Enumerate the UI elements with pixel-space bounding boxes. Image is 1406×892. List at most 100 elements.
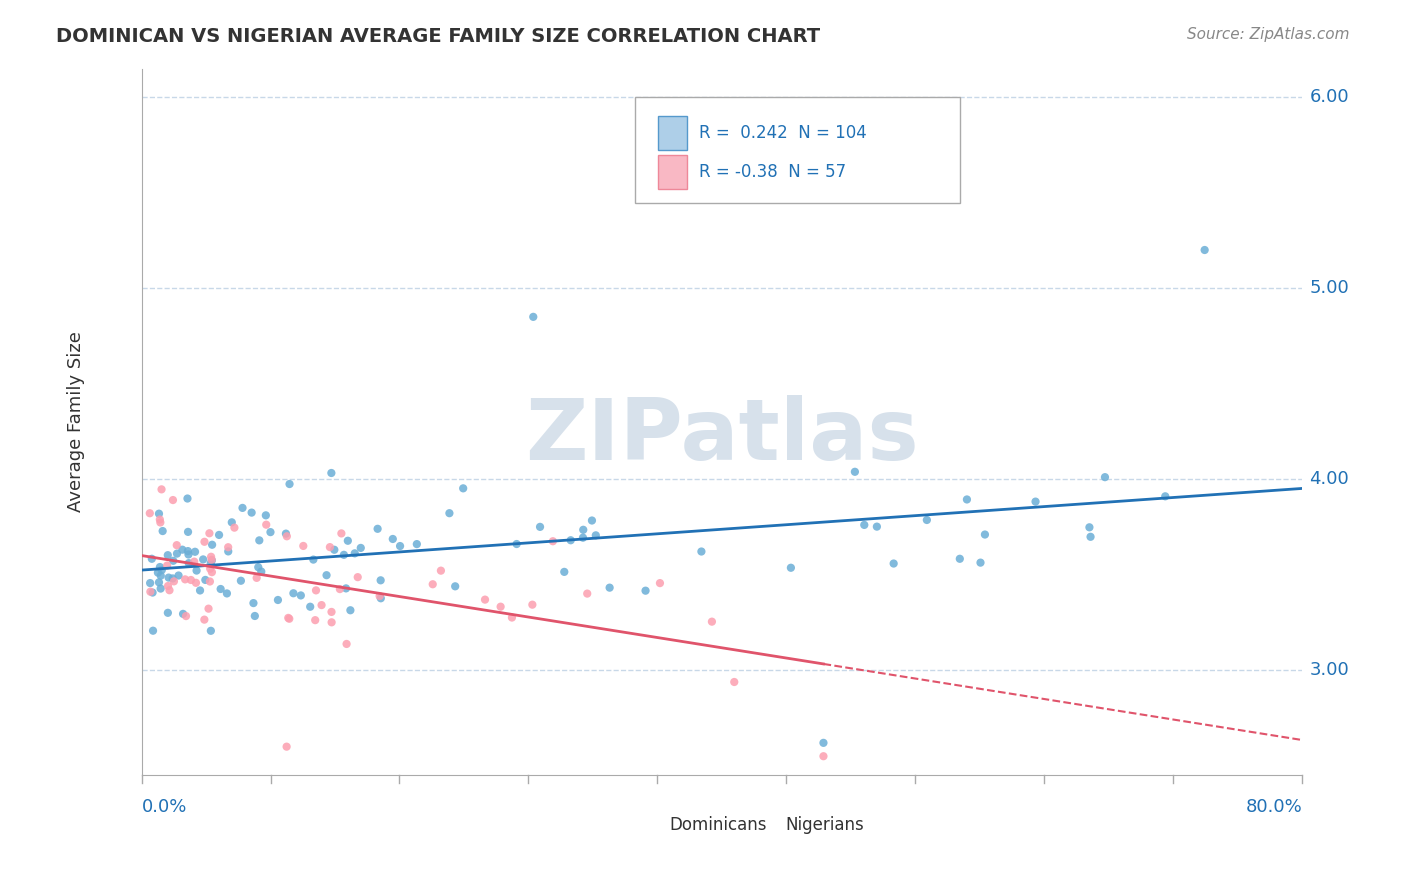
Dominicans [231,500,253,515]
Nigerians [321,605,343,619]
Nigerians [311,598,333,612]
Dominicans [553,565,575,579]
Dominicans [243,609,266,624]
Nigerians [159,583,181,598]
Nigerians [217,540,239,554]
Nigerians [305,583,328,598]
Nigerians [139,584,162,599]
Dominicans [321,466,343,480]
Dominicans [333,548,356,562]
Nigerians [319,540,342,554]
Dominicans [634,583,657,598]
Dominicans [250,565,273,579]
Dominicans [162,554,184,568]
Dominicans [444,579,467,593]
Dominicans [522,310,544,324]
Nigerians [276,529,298,543]
Dominicans [866,519,889,533]
Dominicans [451,481,474,495]
Dominicans [974,527,997,541]
Dominicans [1025,494,1047,508]
Nigerians [184,575,207,590]
Nigerians [198,526,221,541]
Nigerians [336,637,359,651]
Nigerians [163,574,186,589]
Nigerians [193,613,215,627]
Dominicans [949,551,972,566]
Nigerians [246,571,269,585]
Nigerians [193,534,215,549]
Dominicans [186,564,208,578]
Dominicans [389,539,412,553]
Text: R =  0.242  N = 104: R = 0.242 N = 104 [699,124,866,142]
Dominicans [188,583,211,598]
Text: 5.00: 5.00 [1309,279,1350,297]
Nigerians [201,565,224,579]
Text: Dominicans: Dominicans [669,816,768,834]
Nigerians [474,592,496,607]
Dominicans [883,557,905,571]
Text: Average Family Size: Average Family Size [67,332,86,512]
Dominicans [853,517,876,532]
Dominicans [1080,530,1102,544]
Dominicans [1194,243,1216,257]
Nigerians [174,573,197,587]
Dominicans [780,561,803,575]
Dominicans [254,508,277,523]
Dominicans [581,514,603,528]
Dominicans [1094,470,1116,484]
Nigerians [254,517,277,532]
Text: 3.00: 3.00 [1309,661,1350,679]
Dominicans [142,585,165,599]
Dominicans [278,477,301,491]
Nigerians [277,611,299,625]
Dominicans [381,532,404,546]
Dominicans [370,574,392,588]
Dominicans [167,568,190,582]
Nigerians [150,483,173,497]
Nigerians [183,555,205,569]
Dominicans [176,491,198,506]
Nigerians [430,564,453,578]
Nigerians [329,582,352,596]
Text: 80.0%: 80.0% [1246,798,1302,816]
Dominicans [139,576,162,591]
Nigerians [278,612,301,626]
Bar [658,154,688,189]
Text: ZIPatlas: ZIPatlas [524,394,918,477]
Dominicans [240,506,263,520]
Nigerians [156,579,179,593]
Nigerians [198,574,221,589]
Nigerians [489,599,512,614]
Dominicans [290,589,312,603]
Dominicans [166,547,188,561]
Dominicans [505,537,527,551]
Dominicans [150,563,173,577]
Dominicans [200,624,222,638]
Nigerians [139,506,162,520]
Dominicans [172,542,194,557]
Dominicans [267,593,290,607]
Nigerians [422,577,444,591]
Dominicans [217,544,239,558]
Nigerians [174,609,197,624]
FancyBboxPatch shape [636,97,960,202]
Nigerians [330,526,353,541]
Dominicans [242,596,264,610]
Text: 4.00: 4.00 [1309,470,1350,488]
Dominicans [200,557,222,571]
Nigerians [200,549,222,564]
Dominicans [191,552,214,566]
Dominicans [177,544,200,558]
Nigerians [198,562,221,576]
Nigerians [321,615,343,630]
Nigerians [576,586,599,600]
Dominicans [969,556,991,570]
Nigerians [522,598,544,612]
Dominicans [343,546,366,560]
Dominicans [439,506,461,520]
Dominicans [148,507,170,521]
Dominicans [529,520,551,534]
Dominicans [560,533,582,548]
Dominicans [148,575,170,590]
